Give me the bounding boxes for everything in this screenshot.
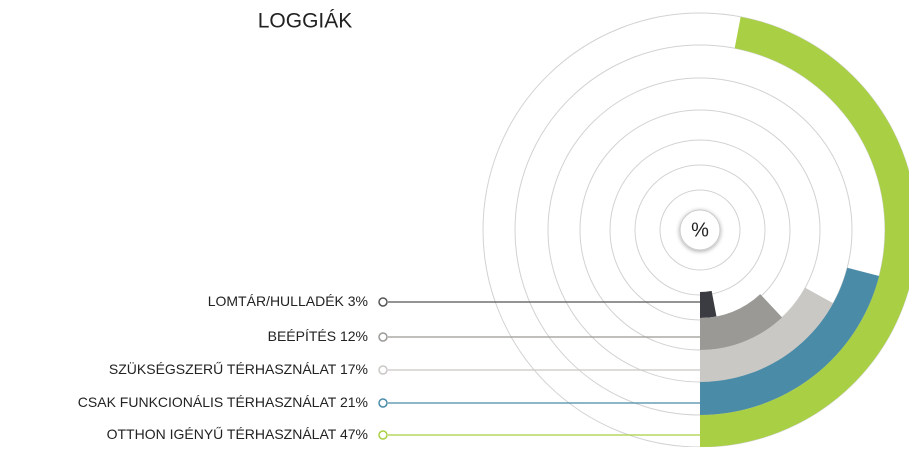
legend-value: 21%	[340, 394, 368, 410]
legend-name: OTTHON IGÉNYŰ TÉRHASZNÁLAT	[107, 426, 337, 442]
bar	[700, 16, 909, 447]
legend-label: SZÜKSÉGSZERŰ TÉRHASZNÁLAT 17%	[109, 360, 368, 377]
legend-value: 3%	[348, 293, 368, 309]
legend-name: SZÜKSÉGSZERŰ TÉRHASZNÁLAT	[109, 360, 337, 377]
bars	[700, 16, 909, 447]
bar	[700, 294, 783, 350]
bar	[700, 267, 880, 415]
legend-marker	[378, 398, 388, 408]
legend: LOMTÁR/HULLADÉK 3%BEÉPÍTÉS 12%SZÜKSÉGSZE…	[78, 293, 700, 442]
legend-value: 17%	[340, 361, 368, 377]
legend-label: BEÉPÍTÉS 12%	[268, 328, 368, 344]
center-badge	[679, 209, 721, 251]
legend-name: LOMTÁR/HULLADÉK	[208, 293, 345, 309]
legend-label: LOMTÁR/HULLADÉK 3%	[208, 293, 368, 309]
legend-value: 47%	[340, 426, 368, 442]
legend-marker	[378, 297, 388, 307]
chart-title: LOGGIÁK	[258, 10, 353, 33]
bar	[700, 287, 834, 382]
legend-label: OTTHON IGÉNYŰ TÉRHASZNÁLAT 47%	[107, 426, 368, 442]
bar	[700, 290, 717, 318]
legend-name: CSAK FUNKCIONÁLIS TÉRHASZNÁLAT	[78, 394, 337, 410]
legend-name: BEÉPÍTÉS	[268, 328, 336, 344]
legend-marker	[378, 365, 388, 375]
legend-marker	[378, 332, 388, 342]
center-label: %	[691, 219, 709, 241]
legend-marker	[378, 430, 388, 440]
legend-label: CSAK FUNKCIONÁLIS TÉRHASZNÁLAT 21%	[78, 394, 368, 410]
ring	[659, 189, 741, 271]
legend-value: 12%	[340, 328, 368, 344]
